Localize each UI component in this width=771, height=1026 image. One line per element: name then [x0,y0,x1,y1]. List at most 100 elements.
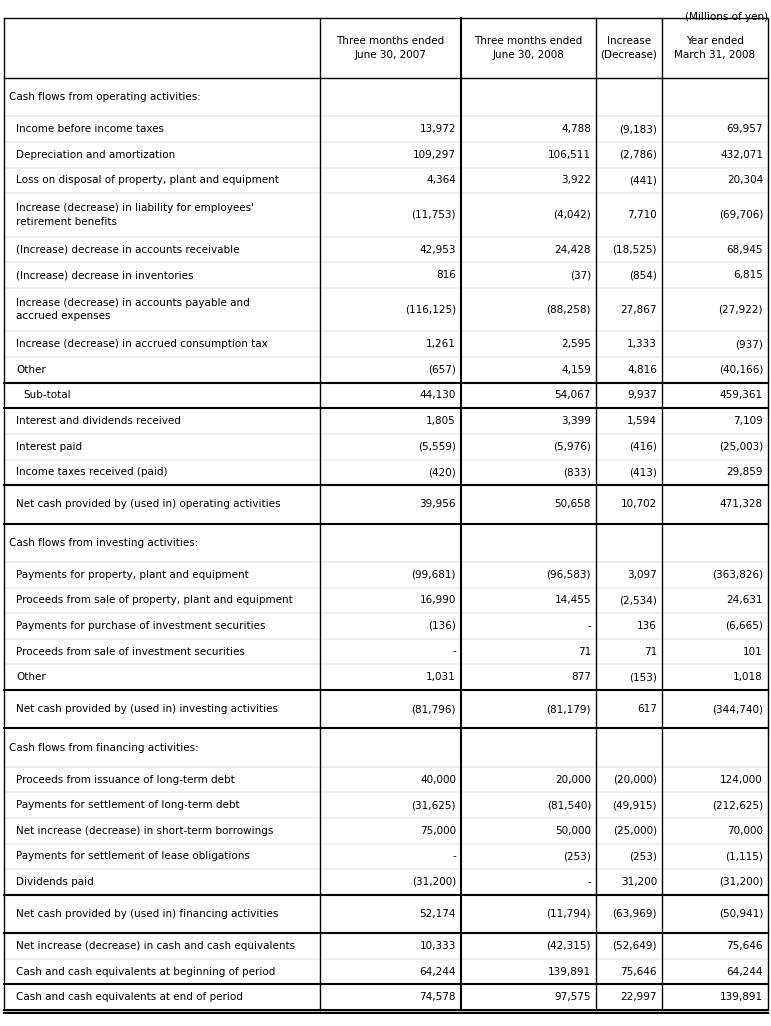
Text: 6,815: 6,815 [733,270,763,280]
Text: Net cash provided by (used in) financing activities: Net cash provided by (used in) financing… [16,909,278,919]
Text: 54,067: 54,067 [554,391,591,400]
Text: (Increase) decrease in inventories: (Increase) decrease in inventories [16,270,194,280]
Text: (136): (136) [428,621,456,631]
Text: 4,159: 4,159 [561,365,591,374]
Text: (49,915): (49,915) [612,800,657,811]
Text: Proceeds from sale of investment securities: Proceeds from sale of investment securit… [16,646,245,657]
Text: 459,361: 459,361 [720,391,763,400]
Text: 4,788: 4,788 [561,124,591,134]
Text: 3,922: 3,922 [561,175,591,186]
Text: 1,333: 1,333 [627,340,657,349]
Text: 27,867: 27,867 [621,305,657,315]
Text: Payments for settlement of lease obligations: Payments for settlement of lease obligat… [16,852,250,862]
Text: Net increase (decrease) in cash and cash equivalents: Net increase (decrease) in cash and cash… [16,941,295,951]
Text: 1,031: 1,031 [426,672,456,682]
Text: 1,805: 1,805 [426,417,456,426]
Text: Net cash provided by (used in) operating activities: Net cash provided by (used in) operating… [16,500,281,509]
Text: (18,525): (18,525) [612,244,657,254]
Text: (11,753): (11,753) [412,210,456,220]
Text: Three months ended
June 30, 2007: Three months ended June 30, 2007 [336,36,445,60]
Text: (6,665): (6,665) [725,621,763,631]
Text: 471,328: 471,328 [720,500,763,509]
Text: 74,578: 74,578 [419,992,456,1002]
Text: 3,399: 3,399 [561,417,591,426]
Text: 24,631: 24,631 [726,595,763,605]
Text: 432,071: 432,071 [720,150,763,160]
Text: (11,794): (11,794) [547,909,591,919]
Text: Dividends paid: Dividends paid [16,877,94,887]
Text: 24,428: 24,428 [554,244,591,254]
Text: 9,937: 9,937 [627,391,657,400]
Text: 31,200: 31,200 [621,877,657,887]
Text: 139,891: 139,891 [720,992,763,1002]
Text: Other: Other [16,365,45,374]
Text: 4,816: 4,816 [627,365,657,374]
Text: 7,109: 7,109 [733,417,763,426]
Text: 40,000: 40,000 [420,775,456,785]
Text: (344,740): (344,740) [712,704,763,714]
Text: 71: 71 [644,646,657,657]
Text: (153): (153) [629,672,657,682]
Text: 29,859: 29,859 [726,467,763,477]
Text: (81,796): (81,796) [412,704,456,714]
Text: 816: 816 [436,270,456,280]
Text: Interest and dividends received: Interest and dividends received [16,417,181,426]
Text: -: - [588,621,591,631]
Text: Increase (decrease) in accounts payable and
accrued expenses: Increase (decrease) in accounts payable … [16,299,250,321]
Text: (1,115): (1,115) [725,852,763,862]
Text: Year ended
March 31, 2008: Year ended March 31, 2008 [675,36,756,60]
Text: 71: 71 [577,646,591,657]
Text: (657): (657) [428,365,456,374]
Text: 10,702: 10,702 [621,500,657,509]
Text: Cash flows from financing activities:: Cash flows from financing activities: [9,743,199,752]
Text: (2,534): (2,534) [619,595,657,605]
Text: -: - [588,877,591,887]
Text: (854): (854) [629,270,657,280]
Text: (20,000): (20,000) [613,775,657,785]
Text: (937): (937) [735,340,763,349]
Text: (81,179): (81,179) [547,704,591,714]
Text: Interest paid: Interest paid [16,442,82,451]
Text: 877: 877 [571,672,591,682]
Text: (42,315): (42,315) [547,941,591,951]
Text: 10,333: 10,333 [419,941,456,951]
Text: 20,000: 20,000 [555,775,591,785]
Text: 106,511: 106,511 [548,150,591,160]
Text: (63,969): (63,969) [612,909,657,919]
Text: Cash and cash equivalents at end of period: Cash and cash equivalents at end of peri… [16,992,243,1002]
Text: (363,826): (363,826) [712,569,763,580]
Text: (Millions of yen): (Millions of yen) [685,12,768,22]
Text: 44,130: 44,130 [419,391,456,400]
Text: (212,625): (212,625) [712,800,763,811]
Text: (25,003): (25,003) [719,442,763,451]
Text: 22,997: 22,997 [621,992,657,1002]
Text: Payments for property, plant and equipment: Payments for property, plant and equipme… [16,569,249,580]
Text: (Increase) decrease in accounts receivable: (Increase) decrease in accounts receivab… [16,244,240,254]
Text: (5,559): (5,559) [418,442,456,451]
Text: Cash flows from operating activities:: Cash flows from operating activities: [9,92,201,103]
Text: Proceeds from sale of property, plant and equipment: Proceeds from sale of property, plant an… [16,595,293,605]
Text: 75,646: 75,646 [621,966,657,977]
Text: Increase
(Decrease): Increase (Decrease) [601,36,658,60]
Text: 1,018: 1,018 [733,672,763,682]
Text: (31,625): (31,625) [412,800,456,811]
Text: (37): (37) [570,270,591,280]
Text: 617: 617 [637,704,657,714]
Text: 16,990: 16,990 [419,595,456,605]
Text: 109,297: 109,297 [413,150,456,160]
Text: (116,125): (116,125) [405,305,456,315]
Text: 69,957: 69,957 [726,124,763,134]
Text: 50,658: 50,658 [554,500,591,509]
Text: Loss on disposal of property, plant and equipment: Loss on disposal of property, plant and … [16,175,279,186]
Text: (4,042): (4,042) [554,210,591,220]
Text: 101: 101 [743,646,763,657]
Text: Three months ended
June 30, 2008: Three months ended June 30, 2008 [474,36,583,60]
Text: 136: 136 [637,621,657,631]
Text: -: - [453,646,456,657]
Text: 4,364: 4,364 [426,175,456,186]
Text: 50,000: 50,000 [555,826,591,836]
Text: 64,244: 64,244 [726,966,763,977]
Text: Income before income taxes: Income before income taxes [16,124,164,134]
Text: Cash flows from investing activities:: Cash flows from investing activities: [9,538,198,548]
Text: 42,953: 42,953 [419,244,456,254]
